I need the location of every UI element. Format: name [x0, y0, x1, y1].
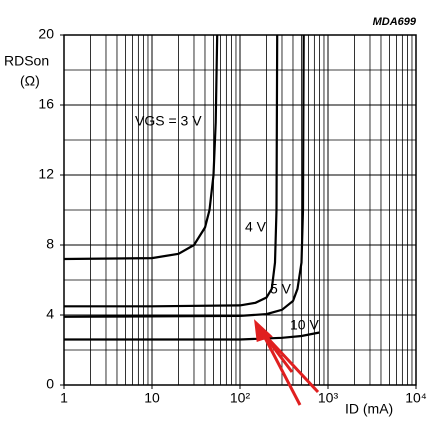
curve-label: 10 V	[290, 317, 319, 333]
x-axis-label: ID (mA)	[345, 401, 393, 417]
curve	[64, 34, 279, 308]
y-axis-label: RDSon	[4, 53, 49, 69]
curve-label: 5 V	[270, 281, 292, 297]
curve-label: 4 V	[245, 219, 267, 235]
y-tick-label: 20	[38, 26, 54, 42]
curve	[63, 34, 219, 261]
curve	[63, 34, 305, 318]
y-tick-label: 8	[46, 236, 54, 252]
y-tick-label: 12	[38, 166, 54, 182]
arrow-head	[254, 319, 273, 343]
y-axis-unit: (Ω)	[20, 73, 40, 89]
curve-label: VGS = 3 V	[135, 113, 202, 129]
arrow	[260, 330, 320, 394]
y-tick-label: 0	[46, 376, 54, 392]
curve	[64, 331, 320, 341]
y-tick-label: 16	[38, 96, 54, 112]
x-tick-label: 10⁴	[405, 390, 427, 406]
annotation-arrows	[254, 319, 320, 406]
x-tick-label: 1	[60, 390, 68, 406]
y-tick-label: 4	[46, 306, 54, 322]
x-tick-label: 10	[144, 390, 160, 406]
arrow	[260, 331, 302, 406]
x-tick-label: 10³	[318, 390, 339, 406]
x-tick-label: 10²	[230, 390, 251, 406]
figure-code: MDA699	[373, 16, 417, 28]
plot-frame	[63, 34, 417, 386]
